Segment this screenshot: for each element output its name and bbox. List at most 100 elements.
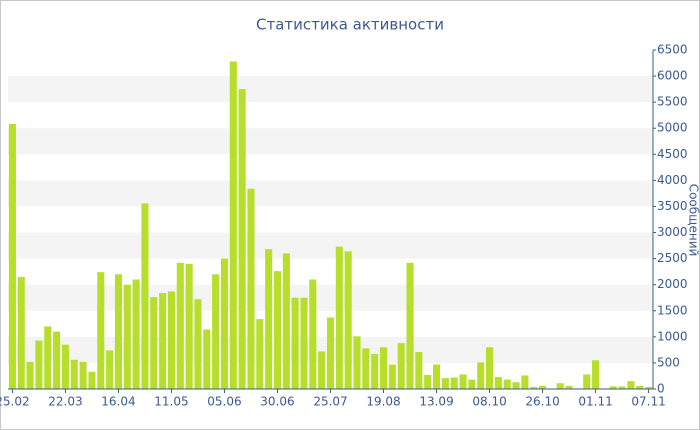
- bar: [309, 279, 317, 389]
- bar: [379, 347, 388, 389]
- bar: [88, 371, 96, 389]
- grid-band: [8, 232, 653, 259]
- bar: [229, 61, 237, 389]
- bar: [627, 381, 635, 389]
- y-tick-label: 2000: [657, 277, 688, 291]
- bar: [583, 374, 591, 389]
- bar: [176, 262, 184, 389]
- bar: [123, 284, 131, 389]
- bar: [477, 362, 485, 389]
- bar: [636, 385, 644, 389]
- y-tick-label: 3000: [657, 225, 688, 239]
- x-tick-label: 07.11: [631, 395, 665, 409]
- bar: [265, 249, 273, 389]
- bar: [335, 246, 343, 389]
- y-tick-label: 0: [657, 382, 665, 396]
- x-tick-label: 13.09: [419, 395, 453, 409]
- bar: [512, 382, 520, 389]
- grid-band: [8, 284, 653, 311]
- bar: [300, 297, 308, 389]
- y-tick-label: 1000: [657, 329, 688, 343]
- y-tick-label: 6000: [657, 69, 688, 83]
- bar: [539, 385, 547, 389]
- bar: [353, 336, 361, 389]
- bar: [220, 258, 229, 389]
- bar: [486, 347, 494, 389]
- bar: [371, 354, 379, 389]
- bar: [441, 378, 449, 389]
- bar: [238, 89, 246, 389]
- bar: [53, 331, 61, 389]
- bar: [618, 386, 626, 389]
- bar: [521, 375, 529, 389]
- bar: [97, 272, 105, 389]
- x-tick-label: 22.03: [48, 395, 82, 409]
- bar: [494, 377, 502, 389]
- x-tick-label: 30.06: [260, 395, 294, 409]
- bar: [132, 279, 140, 389]
- bar: [194, 299, 202, 389]
- bar: [150, 297, 158, 389]
- bar: [459, 374, 467, 389]
- y-tick-label: 5500: [657, 95, 688, 109]
- bar: [592, 360, 600, 389]
- bar: [70, 359, 78, 389]
- x-tick-label: 08.10: [472, 395, 506, 409]
- y-tick-label: 2500: [657, 251, 688, 265]
- bar: [212, 274, 220, 389]
- bar: [35, 340, 43, 389]
- bar: [291, 297, 299, 389]
- y-tick-label: 5000: [657, 121, 688, 135]
- bar: [247, 188, 255, 389]
- bar: [362, 348, 370, 389]
- grid-band: [8, 128, 653, 155]
- bar: [503, 379, 511, 389]
- bar: [203, 329, 211, 389]
- x-tick-label: 25.07: [313, 395, 347, 409]
- bar: [432, 364, 441, 389]
- x-tick-label: 11.05: [154, 395, 188, 409]
- x-tick-label: 16.04: [101, 395, 135, 409]
- bar: [8, 124, 16, 389]
- y-axis-title: Сообщений: [687, 184, 700, 257]
- bar: [159, 293, 167, 389]
- x-tick-label: 19.08: [366, 395, 400, 409]
- y-tick-label: 1500: [657, 303, 688, 317]
- bar: [450, 377, 458, 389]
- bar: [609, 386, 617, 389]
- bar: [406, 262, 414, 389]
- grid-band: [8, 76, 653, 103]
- x-tick-label: 01.11: [578, 395, 612, 409]
- bar: [185, 263, 193, 389]
- bar: [645, 386, 653, 389]
- bar: [326, 317, 335, 389]
- y-tick-label: 500: [657, 355, 680, 369]
- bar: [114, 274, 122, 389]
- x-tick-label: 05.06: [207, 395, 241, 409]
- bar: [556, 383, 564, 389]
- y-tick-label: 3500: [657, 199, 688, 213]
- bar: [344, 251, 352, 389]
- bar: [424, 374, 432, 389]
- bar: [44, 326, 52, 389]
- bar: [388, 364, 396, 389]
- bar: [106, 350, 114, 389]
- y-tick-label: 6500: [657, 43, 688, 57]
- bar: [397, 343, 405, 389]
- bar: [415, 351, 423, 389]
- bar: [565, 385, 573, 389]
- bar: [468, 379, 476, 389]
- bar: [17, 276, 25, 389]
- x-tick-label: 26.10: [525, 395, 559, 409]
- bar: [530, 386, 538, 389]
- x-tick-label: 25.02: [0, 395, 30, 409]
- bar: [167, 291, 175, 389]
- bar: [318, 351, 326, 389]
- bar: [79, 361, 87, 389]
- grid-band: [8, 180, 653, 207]
- bar: [61, 344, 69, 389]
- bar: [282, 253, 290, 389]
- y-tick-label: 4000: [657, 173, 688, 187]
- bar: [141, 203, 149, 389]
